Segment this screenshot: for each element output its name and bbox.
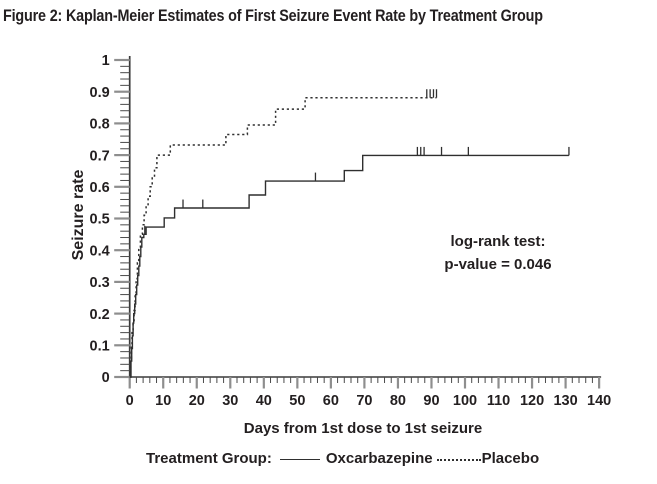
y-tick-label: 0 — [102, 370, 110, 386]
y-tick-label: 0.8 — [90, 117, 110, 133]
x-tick-label: 10 — [155, 393, 171, 409]
y-tick-label: 0.6 — [90, 180, 110, 196]
x-tick-label: 70 — [356, 393, 372, 409]
x-tick-label: 130 — [553, 393, 577, 409]
x-tick-label: 0 — [126, 393, 134, 409]
stat-annotation: log-rank test: p-value = 0.046 — [400, 230, 596, 276]
x-tick-label: 50 — [289, 393, 305, 409]
dotted-line-swatch — [436, 458, 481, 461]
annotation-line-2: p-value = 0.046 — [444, 256, 552, 273]
legend-title: Treatment Group: — [146, 450, 272, 467]
x-tick-label: 90 — [423, 393, 439, 409]
legend-entry-oxcarbazepine: Oxcarbazepine — [325, 450, 433, 467]
y-tick-label: 1 — [102, 53, 110, 69]
km-curve-oxcarbazepine — [129, 154, 569, 378]
x-tick-label: 20 — [189, 393, 205, 409]
y-axis-title: Seizure rate — [70, 169, 87, 261]
x-tick-label: 100 — [453, 393, 477, 409]
legend: Treatment Group: Oxcarbazepine Placebo — [146, 450, 539, 467]
y-tick-label: 0.4 — [90, 243, 110, 259]
y-tick-label: 0.7 — [90, 148, 110, 164]
y-tick-label: 0.3 — [90, 275, 110, 291]
x-tick-label: 110 — [487, 393, 510, 409]
y-tick-label: 0.1 — [90, 339, 110, 355]
annotation-line-1: log-rank test: — [450, 233, 546, 250]
x-tick-label: 30 — [222, 393, 238, 409]
x-tick-label: 40 — [256, 393, 272, 409]
figure-title: Figure 2: Kaplan-Meier Estimates of Firs… — [3, 6, 543, 25]
x-axis-title: Days from 1st dose to 1st seizure — [243, 420, 483, 437]
y-tick-label: 0.2 — [90, 307, 110, 323]
km-curve-placebo — [129, 96, 437, 378]
y-tick-label: 0.9 — [90, 85, 110, 101]
x-tick-label: 120 — [520, 393, 544, 409]
x-tick-label: 60 — [323, 393, 339, 409]
x-tick-label: 140 — [587, 393, 611, 409]
solid-line-swatch — [279, 459, 320, 460]
y-tick-label: 0.5 — [90, 212, 110, 228]
x-tick-label: 80 — [390, 393, 406, 409]
legend-entry-placebo: Placebo — [481, 450, 540, 467]
